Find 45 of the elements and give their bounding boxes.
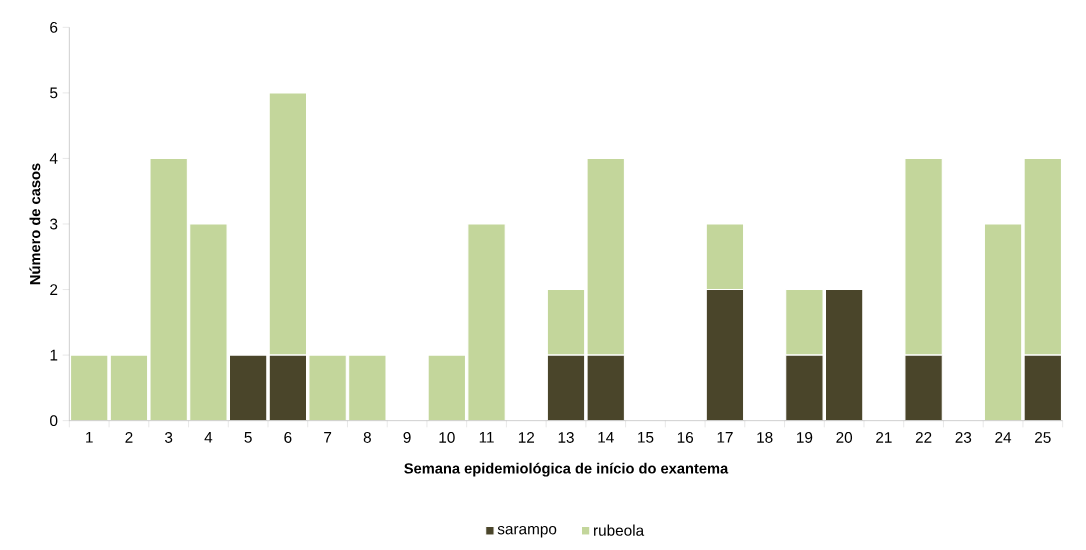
x-tick-label: 12 bbox=[518, 432, 535, 443]
x-tick-label: 15 bbox=[638, 432, 654, 443]
bar bbox=[785, 354, 824, 421]
x-tick-label: 11 bbox=[479, 432, 494, 443]
legend-label: sarampo bbox=[497, 526, 557, 538]
bar bbox=[586, 354, 625, 421]
x-tick-label: 17 bbox=[717, 432, 733, 443]
y-tick-label: 5 bbox=[50, 87, 58, 99]
bar bbox=[546, 354, 586, 421]
x-tick-label: 24 bbox=[995, 432, 1012, 443]
x-tick-label: 25 bbox=[1035, 432, 1051, 443]
x-tick-label: 3 bbox=[165, 432, 173, 443]
bar bbox=[228, 354, 268, 421]
x-tick-label: 9 bbox=[403, 432, 411, 443]
y-axis-title: Número de casos bbox=[29, 163, 41, 285]
bar bbox=[1023, 354, 1062, 421]
x-tick-label: 6 bbox=[284, 432, 292, 443]
x-tick-label: 18 bbox=[757, 432, 773, 443]
legend-label: rubeola bbox=[594, 524, 645, 536]
x-tick-label: 14 bbox=[598, 432, 614, 443]
x-tick-label: 20 bbox=[836, 432, 853, 443]
bar bbox=[705, 289, 745, 421]
x-tick-label: 22 bbox=[915, 432, 932, 443]
y-tick-label: 4 bbox=[49, 153, 58, 164]
y-tick-label: 0 bbox=[50, 415, 58, 427]
y-tick-label: 3 bbox=[50, 218, 58, 230]
y-tick-label: 2 bbox=[50, 284, 58, 295]
x-tick-label: 10 bbox=[439, 432, 455, 443]
x-tick-label: 8 bbox=[363, 432, 371, 443]
x-tick-label: 19 bbox=[797, 432, 813, 443]
x-tick-label: 1 bbox=[86, 432, 93, 443]
x-axis-title: Semana epidemiológica de início do exantema bbox=[404, 462, 729, 477]
x-tick-label: 16 bbox=[677, 432, 694, 443]
x-tick-label: 7 bbox=[324, 432, 332, 443]
x-tick-label: 23 bbox=[955, 432, 972, 443]
y-tick-label: 1 bbox=[50, 349, 58, 361]
bar bbox=[904, 354, 943, 421]
x-tick-label: 4 bbox=[204, 432, 213, 443]
bar bbox=[824, 289, 864, 421]
x-tick-label: 5 bbox=[244, 432, 252, 443]
y-tick-label: 6 bbox=[50, 21, 58, 33]
x-tick-label: 21 bbox=[876, 432, 892, 443]
x-tick-label: 2 bbox=[125, 432, 133, 443]
x-tick-label: 13 bbox=[558, 432, 574, 443]
bar bbox=[268, 354, 308, 421]
